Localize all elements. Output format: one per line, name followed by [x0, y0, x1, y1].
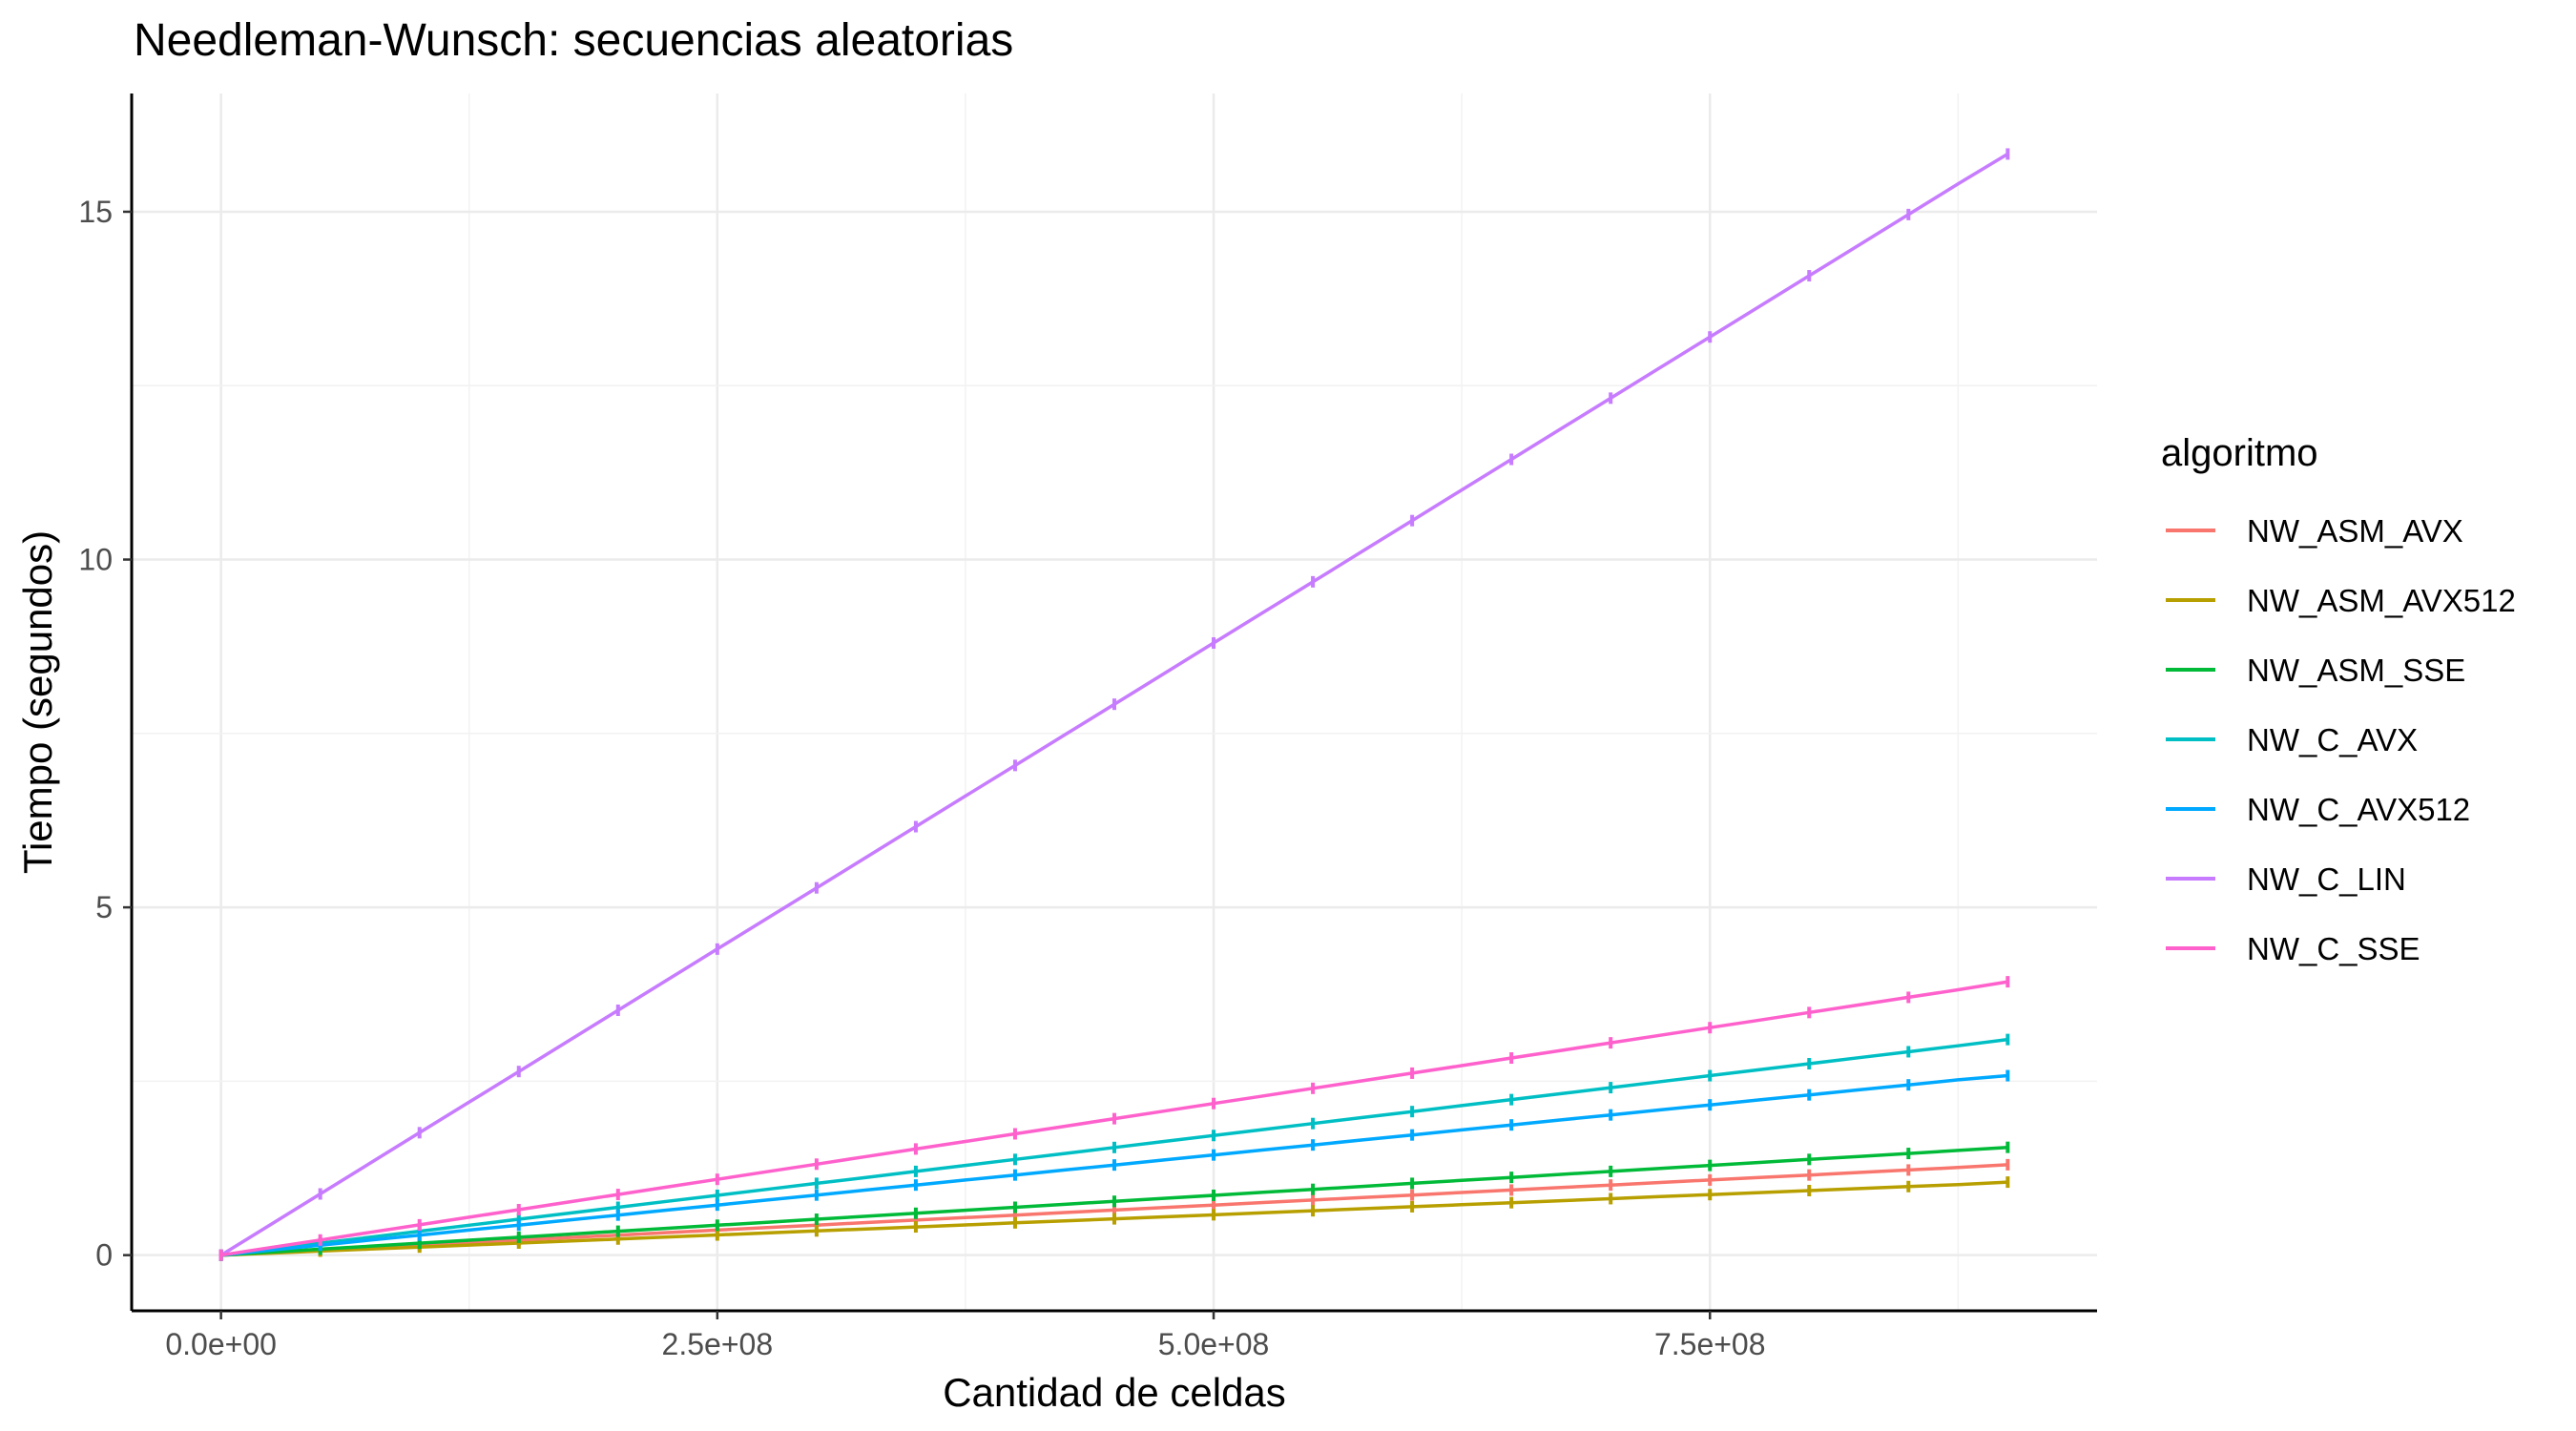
- x-axis-label: Cantidad de celdas: [943, 1370, 1286, 1415]
- y-tick-label: 10: [78, 543, 113, 577]
- series-nw-asm-avx512: [218, 1176, 2010, 1261]
- legend-item: NW_ASM_SSE: [2166, 653, 2465, 688]
- legend-label: NW_ASM_AVX512: [2247, 583, 2516, 618]
- grid-lines: [132, 93, 2097, 1311]
- y-tick-label: 5: [95, 890, 113, 924]
- legend-item: NW_ASM_AVX: [2166, 513, 2463, 549]
- legend-title: algoritmo: [2161, 432, 2318, 474]
- y-tick-label: 0: [95, 1238, 113, 1273]
- legend-label: NW_C_AVX512: [2247, 792, 2470, 827]
- legend: algoritmo NW_ASM_AVXNW_ASM_AVX512NW_ASM_…: [2161, 432, 2516, 966]
- legend-label: NW_C_SSE: [2247, 931, 2420, 966]
- series-nw-c-avx512: [218, 1069, 2010, 1261]
- legend-item: NW_C_SSE: [2166, 931, 2420, 966]
- legend-item: NW_C_AVX512: [2166, 792, 2470, 827]
- legend-item: NW_ASM_AVX512: [2166, 583, 2516, 618]
- series-nw-c-sse: [218, 976, 2010, 1261]
- legend-label: NW_C_LIN: [2247, 861, 2406, 897]
- legend-label: NW_C_AVX: [2247, 722, 2418, 757]
- x-tick-label: 0.0e+00: [165, 1327, 277, 1361]
- series-nw-c-lin: [218, 148, 2010, 1261]
- chart-title: Needleman-Wunsch: secuencias aleatorias: [134, 15, 1013, 66]
- legend-item: NW_C_LIN: [2166, 861, 2406, 897]
- y-axis-label: Tiempo (segundos): [15, 530, 60, 874]
- axes: [130, 93, 2097, 1313]
- legend-label: NW_ASM_SSE: [2247, 653, 2465, 688]
- x-tick-label: 7.5e+08: [1654, 1327, 1766, 1361]
- legend-item: NW_C_AVX: [2166, 722, 2418, 757]
- tick-labels: 0.0e+00 2.5e+08 5.0e+08 7.5e+08 0 5 10 15: [78, 195, 1765, 1361]
- x-tick-label: 2.5e+08: [662, 1327, 774, 1361]
- legend-items: NW_ASM_AVX NW_ASM_AVX512 NW_ASM_SSE NW_C_AV…: [2166, 513, 2516, 966]
- x-tick-label: 5.0e+08: [1158, 1327, 1270, 1361]
- series-lines: [218, 148, 2010, 1261]
- legend-label: NW_ASM_AVX: [2247, 513, 2463, 549]
- y-tick-label: 15: [78, 195, 113, 229]
